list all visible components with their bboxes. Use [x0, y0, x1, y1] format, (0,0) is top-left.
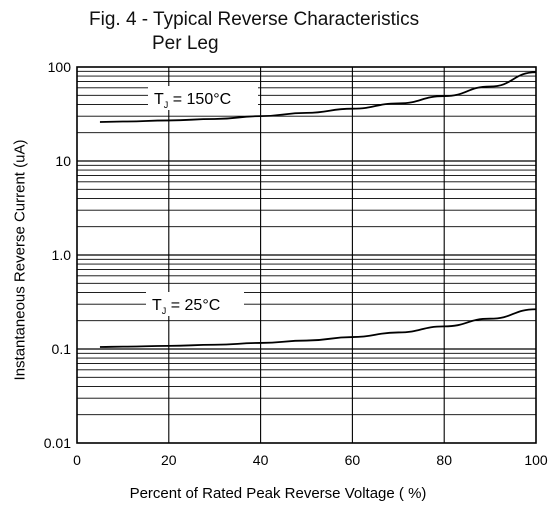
- y-tick-label: 10: [55, 153, 71, 169]
- series-label-background: [148, 86, 258, 110]
- x-tick-label: 100: [524, 452, 548, 468]
- x-tick-label: 80: [436, 452, 452, 468]
- x-axis-label: Percent of Rated Peak Reverse Voltage ( …: [129, 485, 427, 502]
- y-tick-label: 0.1: [52, 341, 72, 357]
- plot-frame: [76, 66, 537, 444]
- x-tick-label: 40: [253, 452, 269, 468]
- chart-subtitle: Per Leg: [152, 33, 219, 54]
- series-label: TJ = 150°C: [154, 91, 231, 110]
- series-label-background: [146, 292, 244, 316]
- y-tick-label: 0.01: [44, 435, 71, 451]
- x-tick-label: 20: [161, 452, 177, 468]
- series-label: TJ = 25°C: [152, 297, 220, 316]
- y-axis-label: Instantaneous Reverse Current (uA): [11, 139, 29, 381]
- series-line: [99, 308, 537, 348]
- x-tick-label: 0: [73, 452, 81, 468]
- y-tick-label: 1.0: [52, 247, 72, 263]
- series-line: [99, 71, 537, 123]
- chart-title: Fig. 4 - Typical Reverse Characteristics: [89, 9, 420, 30]
- y-tick-label: 100: [48, 59, 72, 75]
- x-tick-label: 60: [345, 452, 361, 468]
